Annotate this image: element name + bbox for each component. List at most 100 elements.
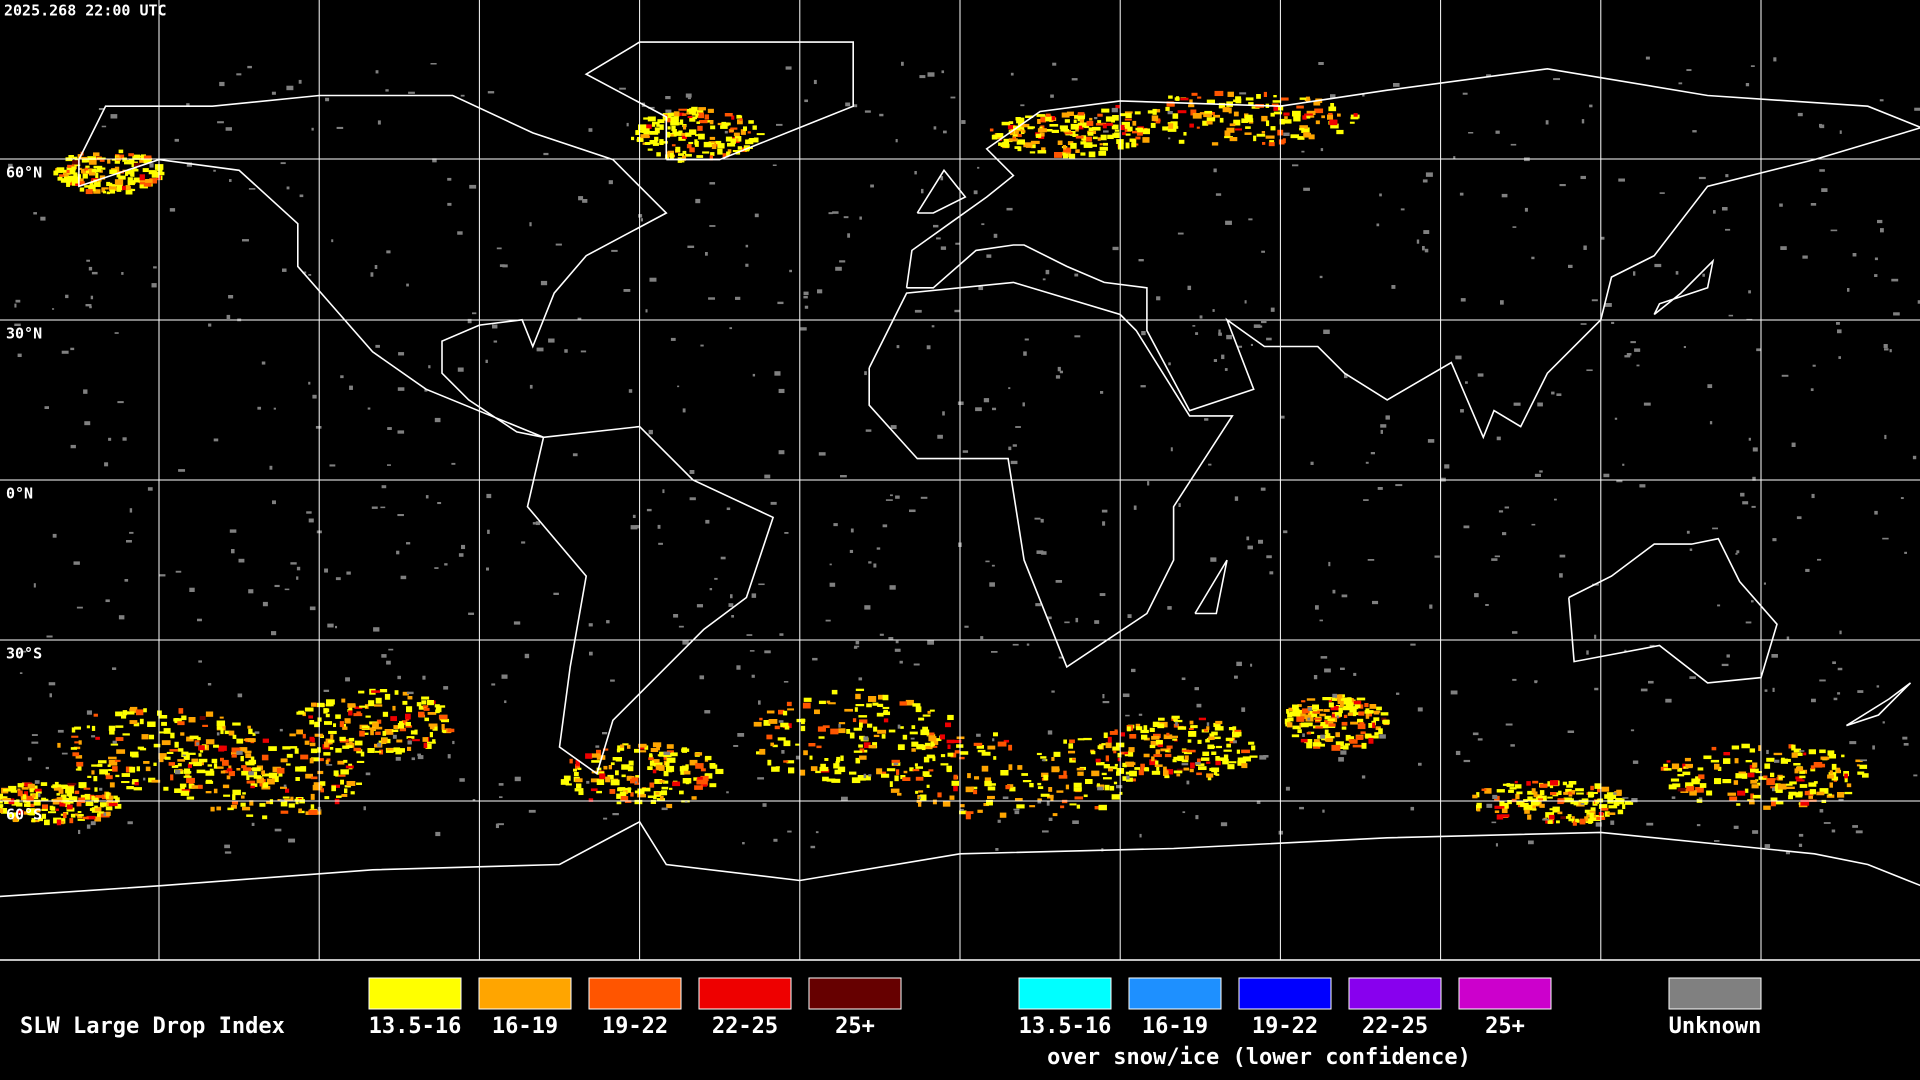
cloud-pixel <box>262 738 270 743</box>
cloud-pixel <box>1150 122 1156 128</box>
cloud-pixel <box>659 124 664 130</box>
cloud-pixel <box>198 758 208 763</box>
unknown-pixel <box>943 130 947 134</box>
cloud-pixel <box>1314 108 1324 114</box>
cloud-pixel <box>205 770 215 776</box>
cloud-pixel <box>1300 738 1308 743</box>
unknown-pixel <box>882 524 888 528</box>
unknown-pixel <box>326 764 333 766</box>
cloud-pixel <box>329 747 334 750</box>
unknown-pixel <box>730 594 733 599</box>
cloud-pixel <box>1202 120 1209 126</box>
cloud-pixel <box>854 707 858 712</box>
unknown-pixel <box>1266 555 1272 559</box>
cloud-pixel <box>1292 704 1299 710</box>
cloud-pixel <box>946 766 952 773</box>
cloud-pixel <box>1177 726 1187 730</box>
cloud-pixel <box>136 709 144 716</box>
unknown-pixel <box>1074 335 1081 338</box>
cloud-pixel <box>1380 712 1389 716</box>
unknown-pixel <box>435 831 441 837</box>
unknown-pixel <box>486 567 490 571</box>
cloud-pixel <box>855 688 865 692</box>
cloud-pixel <box>1037 798 1042 801</box>
cloud-pixel <box>1095 123 1105 126</box>
cloud-pixel <box>560 779 570 785</box>
cloud-pixel <box>927 732 935 736</box>
unknown-pixel <box>1852 253 1857 257</box>
unknown-pixel <box>83 389 88 394</box>
cloud-pixel <box>72 156 78 159</box>
unknown-pixel <box>1102 701 1110 704</box>
cloud-pixel <box>376 719 382 724</box>
cloud-pixel <box>1472 794 1478 799</box>
cloud-pixel <box>984 777 992 783</box>
unknown-pixel <box>302 271 307 274</box>
unknown-pixel <box>1266 337 1272 341</box>
legend-swatch <box>808 977 902 1010</box>
unknown-pixel <box>695 198 701 204</box>
cloud-pixel <box>670 121 679 126</box>
cloud-pixel <box>1167 748 1171 753</box>
cloud-pixel <box>122 710 128 716</box>
cloud-pixel <box>697 776 703 780</box>
cloud-pixel <box>1550 792 1557 796</box>
unknown-pixel <box>665 109 672 113</box>
cloud-pixel <box>656 152 661 157</box>
cloud-pixel <box>836 759 841 763</box>
cloud-pixel <box>130 171 135 177</box>
unknown-pixel <box>1194 687 1199 691</box>
cloud-pixel <box>783 710 788 716</box>
cloud-pixel <box>296 711 305 715</box>
cloud-pixel <box>1144 767 1150 772</box>
unknown-pixel <box>815 831 819 834</box>
cloud-pixel <box>1685 782 1694 788</box>
cloud-pixel <box>1136 131 1143 136</box>
cloud-pixel <box>1355 735 1364 740</box>
cloud-pixel <box>1219 117 1224 123</box>
unknown-pixel <box>1528 840 1534 845</box>
cloud-pixel <box>661 786 669 790</box>
cloud-pixel <box>266 778 275 785</box>
cloud-pixel <box>222 784 230 789</box>
unknown-pixel <box>374 265 378 269</box>
cloud-pixel <box>309 720 315 725</box>
cloud-pixel <box>324 741 329 748</box>
unknown-pixel <box>1037 800 1042 804</box>
cloud-pixel <box>304 740 310 745</box>
cloud-pixel <box>76 801 82 807</box>
cloud-pixel <box>1168 769 1174 775</box>
cloud-pixel <box>695 134 703 137</box>
cloud-pixel <box>1181 759 1189 763</box>
cloud-pixel <box>4 800 12 805</box>
unknown-pixel <box>1241 707 1246 712</box>
unknown-pixel <box>1763 582 1767 585</box>
cloud-pixel <box>1301 700 1306 703</box>
unknown-pixel <box>803 295 808 299</box>
cloud-pixel <box>108 756 117 760</box>
cloud-pixel <box>1576 801 1585 807</box>
cloud-pixel <box>1120 124 1125 131</box>
cloud-pixel <box>59 821 65 825</box>
unknown-pixel <box>914 171 917 175</box>
cloud-pixel <box>24 803 28 807</box>
unknown-pixel <box>589 651 593 656</box>
cloud-pixel <box>1217 757 1225 761</box>
cloud-pixel <box>405 725 413 728</box>
cloud-pixel <box>246 774 250 780</box>
unknown-pixel <box>1752 447 1758 452</box>
cloud-pixel <box>918 790 924 793</box>
cloud-pixel <box>1298 709 1303 714</box>
cloud-pixel <box>1808 795 1813 799</box>
unknown-pixel <box>1328 561 1331 567</box>
cloud-pixel <box>900 775 906 780</box>
cloud-pixel <box>1224 130 1231 137</box>
cloud-pixel <box>1775 789 1783 793</box>
cloud-pixel <box>310 757 320 762</box>
cloud-pixel <box>1560 816 1566 820</box>
unknown-pixel <box>1492 794 1498 800</box>
unknown-pixel <box>795 755 800 760</box>
cloud-pixel <box>115 711 123 717</box>
cloud-pixel <box>1357 718 1364 723</box>
cloud-pixel <box>250 783 258 787</box>
